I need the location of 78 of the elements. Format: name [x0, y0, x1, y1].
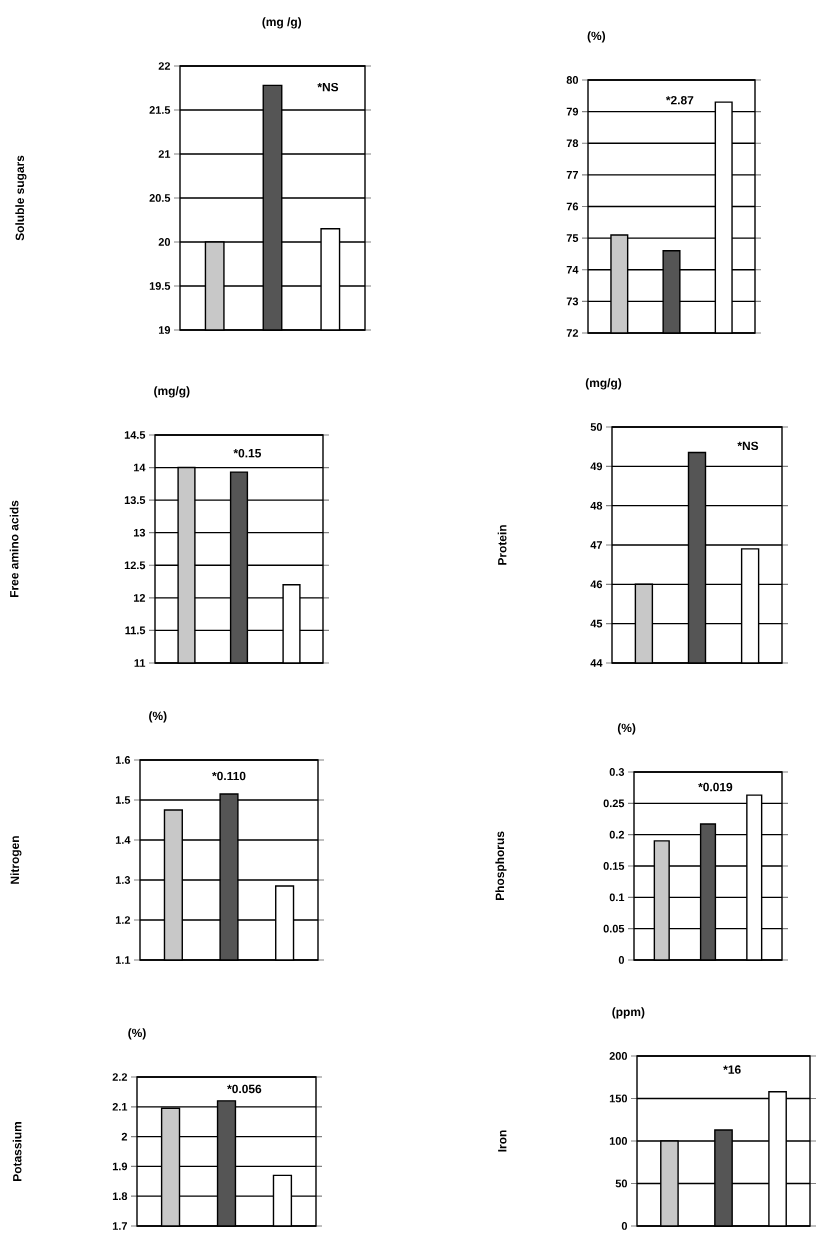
y-axis-title: Iron: [498, 1130, 507, 1152]
annotation: *NS: [317, 82, 339, 92]
y-tick-label: 1.2: [115, 916, 131, 924]
annotation: *0.110: [212, 771, 246, 781]
y-tick-label: 11.5: [125, 626, 146, 635]
y-tick-label: 12.5: [124, 561, 146, 570]
y-axis-title: Protein: [497, 525, 507, 565]
y-tick-label: 14: [133, 463, 146, 472]
y-tick-label: 48: [590, 501, 603, 510]
y-tick-label: 14.5: [124, 431, 146, 439]
chart-title: (mg/g): [154, 386, 190, 398]
y-tick-label: 11: [134, 659, 146, 667]
y-tick-label: 19: [158, 326, 171, 334]
y-tick-label: 47: [590, 541, 602, 549]
y-tick-label: 2.2: [112, 1073, 128, 1081]
chart-title: (%): [128, 1028, 146, 1040]
y-tick-label: 1.7: [112, 1222, 127, 1230]
y-tick-label: 76: [566, 202, 579, 211]
annotation: *0.019: [698, 782, 733, 792]
annotation: *0.15: [233, 449, 262, 458]
y-tick-label: 150: [609, 1094, 628, 1103]
y-tick-label: 0.05: [603, 924, 625, 933]
y-tick-label: 44: [590, 659, 603, 667]
y-tick-label: 1.4: [115, 836, 131, 844]
y-tick-label: 78: [566, 139, 579, 148]
annotation: *0.056: [227, 1084, 262, 1094]
y-tick-label: 77: [566, 171, 578, 179]
annotation: *2.87: [665, 96, 694, 105]
y-tick-label: 45: [590, 619, 603, 628]
chart-title: (%): [149, 711, 167, 723]
y-tick-label: 22: [158, 62, 171, 70]
y-tick-label: 13: [133, 528, 146, 537]
y-tick-label: 1.5: [115, 796, 131, 804]
y-tick-label: 50: [615, 1179, 628, 1188]
y-axis-title: Free amino acids: [9, 500, 19, 598]
y-tick-label: 50: [590, 423, 603, 431]
y-tick-label: 0: [621, 1222, 628, 1230]
y-tick-label: 2.1: [112, 1102, 128, 1111]
y-axis-title: Potassium: [12, 1122, 22, 1181]
y-tick-label: 1.9: [112, 1162, 128, 1171]
y-tick-label: 1.8: [112, 1192, 128, 1201]
y-tick-label: 1.6: [115, 756, 131, 764]
y-tick-label: 2: [121, 1132, 128, 1141]
y-tick-label: 73: [566, 297, 579, 306]
chart-title: (mg/g): [585, 378, 622, 390]
y-tick-label: 74: [566, 265, 579, 274]
annotation: *NS: [737, 441, 759, 451]
chart-title: (ppm): [612, 1007, 645, 1019]
y-tick-label: 0.3: [609, 768, 625, 776]
chart-title: (mg /g): [262, 17, 302, 29]
y-tick-label: 79: [566, 107, 579, 116]
y-tick-label: 100: [609, 1137, 628, 1145]
y-tick-label: 20.5: [149, 194, 171, 202]
annotation: *16: [723, 1065, 741, 1074]
y-tick-label: 0: [618, 956, 625, 964]
y-tick-label: 80: [566, 76, 579, 84]
y-tick-label: 49: [590, 462, 603, 471]
y-tick-label: 72: [566, 329, 579, 337]
chart-title: (%): [617, 723, 636, 735]
y-tick-label: 1.1: [115, 956, 131, 964]
y-tick-label: 12: [133, 594, 146, 602]
y-tick-label: 21.5: [149, 106, 171, 114]
y-tick-label: 0.2: [609, 830, 625, 839]
y-axis-title: Soluble sugars: [15, 155, 27, 241]
y-tick-label: 0.25: [603, 799, 625, 808]
y-tick-label: 1.3: [115, 876, 131, 884]
y-tick-label: 19.5: [149, 282, 171, 290]
y-tick-label: 13.5: [124, 496, 146, 505]
chart-title: (%): [587, 31, 606, 43]
y-axis-title: Phosphorus: [495, 831, 507, 901]
y-tick-label: 200: [609, 1052, 628, 1060]
y-tick-label: 0.15: [603, 862, 625, 870]
y-axis-title: Nitrogen: [10, 836, 22, 884]
y-tick-label: 20: [158, 238, 171, 246]
y-tick-label: 0.1: [609, 893, 625, 902]
y-tick-label: 21: [158, 150, 171, 158]
y-tick-label: 46: [590, 580, 603, 589]
y-tick-label: 75: [566, 234, 579, 242]
